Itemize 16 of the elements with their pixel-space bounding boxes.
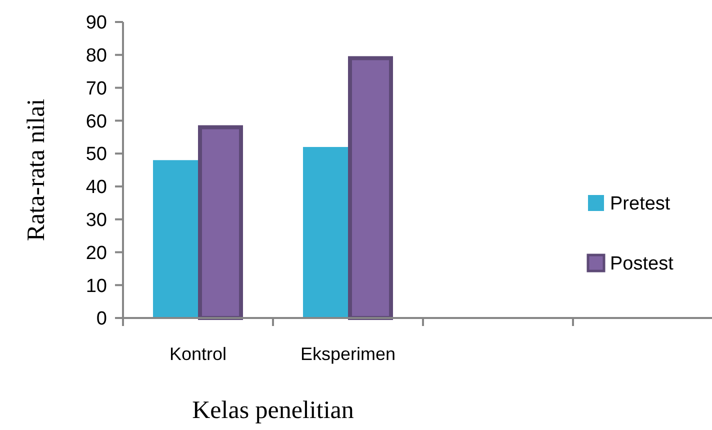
x-tick-label: Eksperimen [300,344,396,364]
y-tick-label: 90 [86,12,107,34]
legend-label: Postest [610,254,674,275]
y-tick-label: 40 [86,177,107,198]
y-tick-label: 20 [86,242,107,264]
y-axis-title: Rata-rata nilai [23,98,50,242]
legend-label: Pretest [610,194,671,215]
y-tick-label: 70 [86,78,107,100]
y-tick-label: 0 [96,308,107,330]
y-tick-label: 10 [86,276,107,297]
y-tick-label: 30 [86,210,107,231]
y-tick-label: 50 [86,144,107,166]
x-tick-label: Kontrol [169,344,227,364]
x-axis-title: Kelas penelitian [192,397,354,424]
y-tick-label: 80 [86,46,107,67]
y-tick-label: 60 [86,111,107,132]
